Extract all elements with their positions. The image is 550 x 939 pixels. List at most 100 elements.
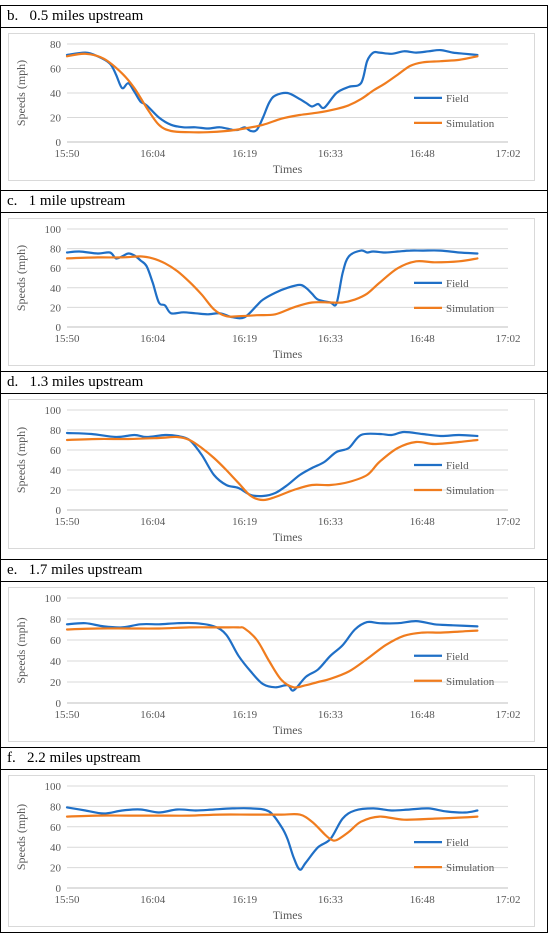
y-tick-label: 80 [50,801,62,813]
x-tick-label: 16:04 [140,709,166,721]
y-tick-label: 100 [45,593,62,605]
panel-header: f. 2.2 miles upstream [1,748,547,770]
panel-e: e. 1.7 miles upstream 0 20 40 60 80 100 15:50 1… [0,559,548,748]
y-tick-label: 20 [50,485,62,497]
y-tick-label: 80 [50,614,62,626]
series-line-simulation [65,435,479,502]
legend-label: Field [446,278,469,290]
y-tick-label: 40 [50,842,62,854]
y-tick-label: 20 [50,302,62,314]
series-line-field [65,806,479,871]
x-tick-label: 15:50 [54,516,80,528]
legend-label: Simulation [446,118,495,130]
y-axis-title: Speeds (mph) [14,804,28,870]
legend-label: Simulation [446,485,495,497]
panel-header: c. 1 mile upstream [1,191,547,213]
x-tick-label: 16:33 [318,709,344,721]
x-axis-title: Times [273,530,303,544]
panel-header: d. 1.3 miles upstream [1,372,547,394]
x-tick-label: 16:04 [140,516,166,528]
panel-header: e. 1.7 miles upstream [1,560,547,582]
x-axis-title: Times [273,908,303,922]
series-line-field [65,619,479,692]
chart-frame: 0 20 40 60 80 100 15:50 16:04 16:19 16:33 16:48 17:… [8,587,535,742]
y-tick-label: 60 [50,263,62,275]
x-tick-label: 16:19 [232,333,258,345]
panel-title: c. 1 mile upstream [7,193,126,209]
y-tick-label: 40 [50,283,62,295]
y-axis-title: Speeds (mph) [14,617,28,683]
chart-frame: 0 20 40 60 80 15:50 16:04 16:19 16:33 16:48 17:02 T… [8,33,535,181]
y-tick-label: 80 [50,244,62,256]
chart-frame: 0 20 40 60 80 100 15:50 16:04 16:19 16:33 16:48 17:… [8,218,535,366]
x-tick-label: 16:48 [410,333,436,345]
x-tick-label: 16:48 [410,894,436,906]
legend-label: Field [446,460,469,472]
y-tick-label: 40 [50,465,62,477]
legend-label: Field [446,93,469,105]
y-axis-title: Speeds (mph) [14,60,28,126]
chart-frame: 0 20 40 60 80 100 15:50 16:04 16:19 16:33 16:48 17:… [8,399,535,549]
panel-f: f. 2.2 miles upstream 0 20 40 60 80 100 15:50 1… [0,747,548,933]
y-tick-label: 40 [50,656,62,668]
y-tick-label: 20 [50,677,62,689]
x-tick-label: 16:33 [318,894,344,906]
x-tick-label: 17:02 [495,333,520,345]
series-line-simulation [65,52,479,134]
panel-b: b. 0.5 miles upstream 0 20 40 60 80 15:50 16:0… [0,5,548,191]
legend-label: Simulation [446,862,495,874]
panel-d: d. 1.3 miles upstream 0 20 40 60 80 100 15:50 1… [0,371,548,560]
series-line-field [65,48,479,133]
x-tick-label: 16:33 [318,333,344,345]
x-tick-label: 16:48 [410,516,436,528]
y-tick-label: 80 [50,425,62,437]
y-tick-label: 60 [50,64,62,76]
x-tick-label: 16:19 [232,709,258,721]
y-tick-label: 0 [56,883,62,895]
x-tick-label: 16:48 [410,148,436,160]
y-axis-title: Speeds (mph) [14,427,28,493]
y-tick-label: 0 [56,137,62,149]
y-tick-label: 60 [50,635,62,647]
x-tick-label: 16:33 [318,148,344,160]
chart-frame: 0 20 40 60 80 100 15:50 16:04 16:19 16:33 16:48 17:… [8,775,535,927]
x-axis-title: Times [273,162,303,176]
panel-header: b. 0.5 miles upstream [1,6,547,28]
legend-label: Field [446,651,469,663]
y-tick-label: 100 [45,224,62,236]
y-tick-label: 40 [50,88,62,100]
x-axis-title: Times [273,347,303,361]
panel-title: e. 1.7 miles upstream [7,562,143,578]
x-tick-label: 15:50 [54,333,80,345]
x-tick-label: 16:04 [140,333,166,345]
y-tick-label: 80 [50,39,62,51]
y-axis-title: Speeds (mph) [14,245,28,311]
x-tick-label: 16:04 [140,148,166,160]
y-tick-label: 100 [45,405,62,417]
x-tick-label: 16:48 [410,709,436,721]
y-tick-label: 60 [50,445,62,457]
series-line-simulation [65,812,479,842]
series-line-simulation [65,255,479,318]
legend-label: Simulation [446,676,495,688]
speed-chart-2: 0 20 40 60 80 100 15:50 16:04 16:19 16:33 16:48 17:… [14,405,521,544]
y-tick-label: 60 [50,822,62,834]
x-tick-label: 17:02 [495,709,520,721]
x-tick-label: 15:50 [54,709,80,721]
x-tick-label: 16:19 [232,516,258,528]
x-tick-label: 17:02 [495,894,520,906]
series-line-simulation [65,626,479,689]
panel-title: f. 2.2 miles upstream [7,750,141,766]
panel-title: b. 0.5 miles upstream [7,8,144,24]
y-tick-label: 0 [56,322,62,334]
legend-label: Field [446,837,469,849]
panel-title: d. 1.3 miles upstream [7,374,144,390]
x-tick-label: 16:04 [140,894,166,906]
speed-chart-1: 0 20 40 60 80 100 15:50 16:04 16:19 16:33 16:48 17:… [14,224,521,361]
x-tick-label: 16:19 [232,894,258,906]
x-tick-label: 16:19 [232,148,258,160]
panel-c: c. 1 mile upstream 0 20 40 60 80 100 15:50 16:0… [0,190,548,372]
x-tick-label: 15:50 [54,148,80,160]
series-line-field [65,430,479,498]
